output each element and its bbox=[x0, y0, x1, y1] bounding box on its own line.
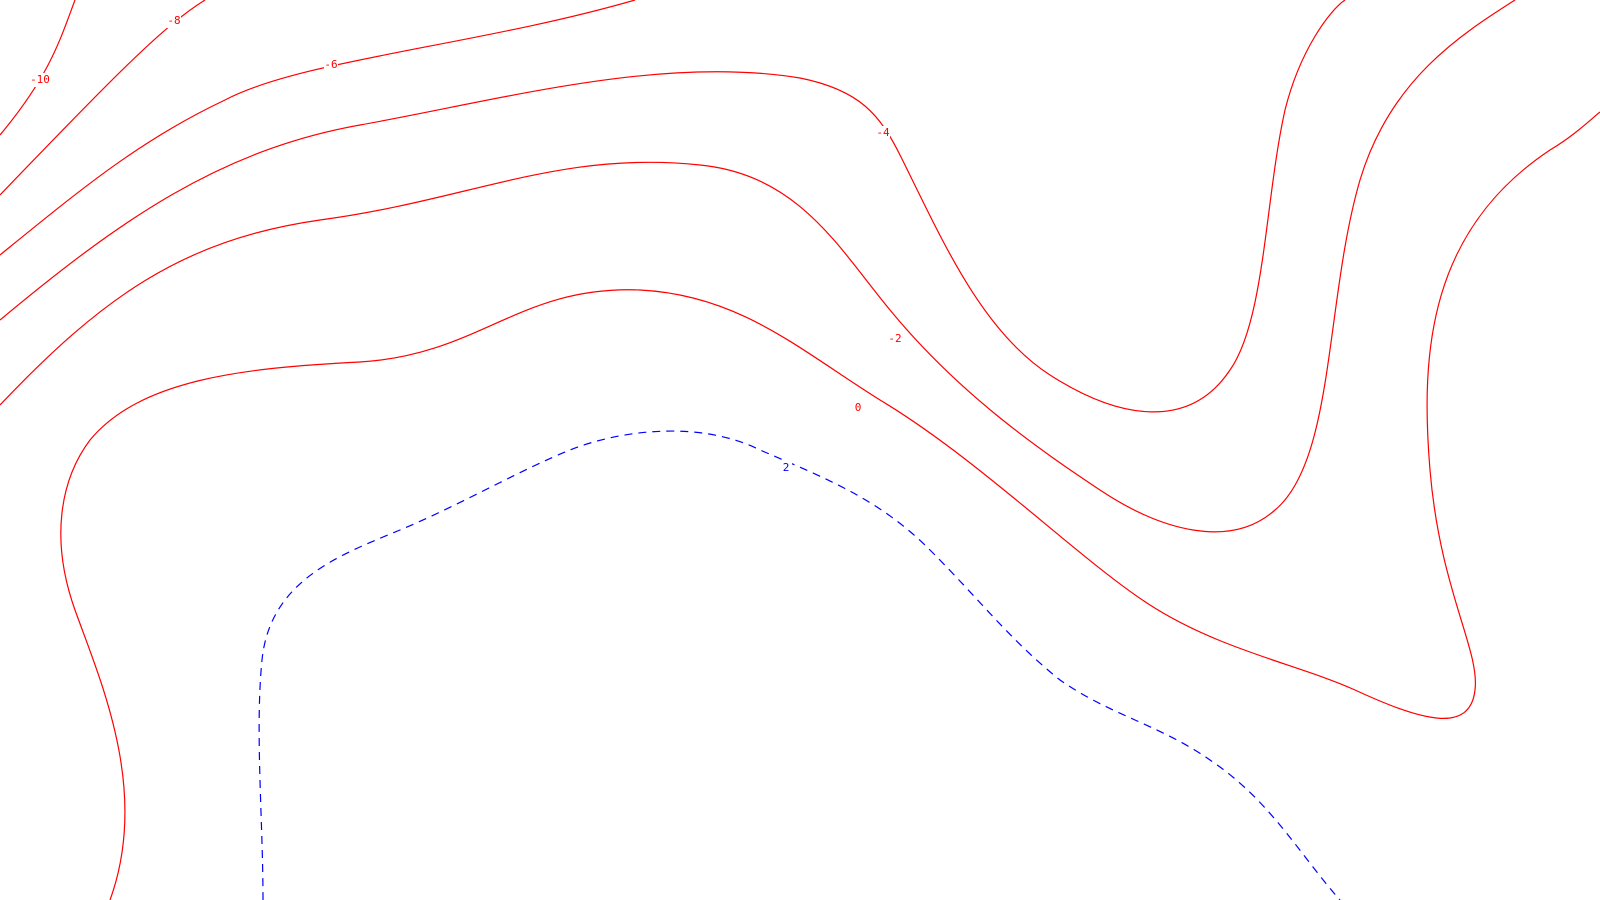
contour-line-minus-8 bbox=[0, 0, 206, 196]
contour-label-minus-6: -6 bbox=[324, 58, 338, 72]
contour-line-minus-6 bbox=[0, 0, 636, 256]
svg-text:-2: -2 bbox=[888, 332, 901, 345]
svg-text:-4: -4 bbox=[876, 126, 890, 139]
svg-text:-8: -8 bbox=[167, 14, 180, 27]
svg-text:-10: -10 bbox=[30, 73, 50, 86]
svg-text:0: 0 bbox=[855, 401, 862, 414]
svg-text:2: 2 bbox=[783, 461, 790, 474]
contour-line-minus-4 bbox=[0, 0, 1346, 413]
contour-label-2: 2 bbox=[780, 461, 792, 475]
svg-text:-6: -6 bbox=[324, 58, 337, 71]
contour-label-minus-8: -8 bbox=[167, 14, 181, 28]
contour-line-minus-10 bbox=[0, 0, 76, 136]
contour-line-minus-2 bbox=[0, 0, 1516, 533]
contour-line-2 bbox=[258, 430, 1341, 900]
contour-line-0 bbox=[60, 111, 1600, 900]
contour-label-minus-10: -10 bbox=[30, 73, 50, 87]
contour-label-minus-2: -2 bbox=[888, 332, 902, 346]
contour-label-minus-4: -4 bbox=[876, 126, 890, 140]
contour-label-0: 0 bbox=[852, 401, 864, 415]
